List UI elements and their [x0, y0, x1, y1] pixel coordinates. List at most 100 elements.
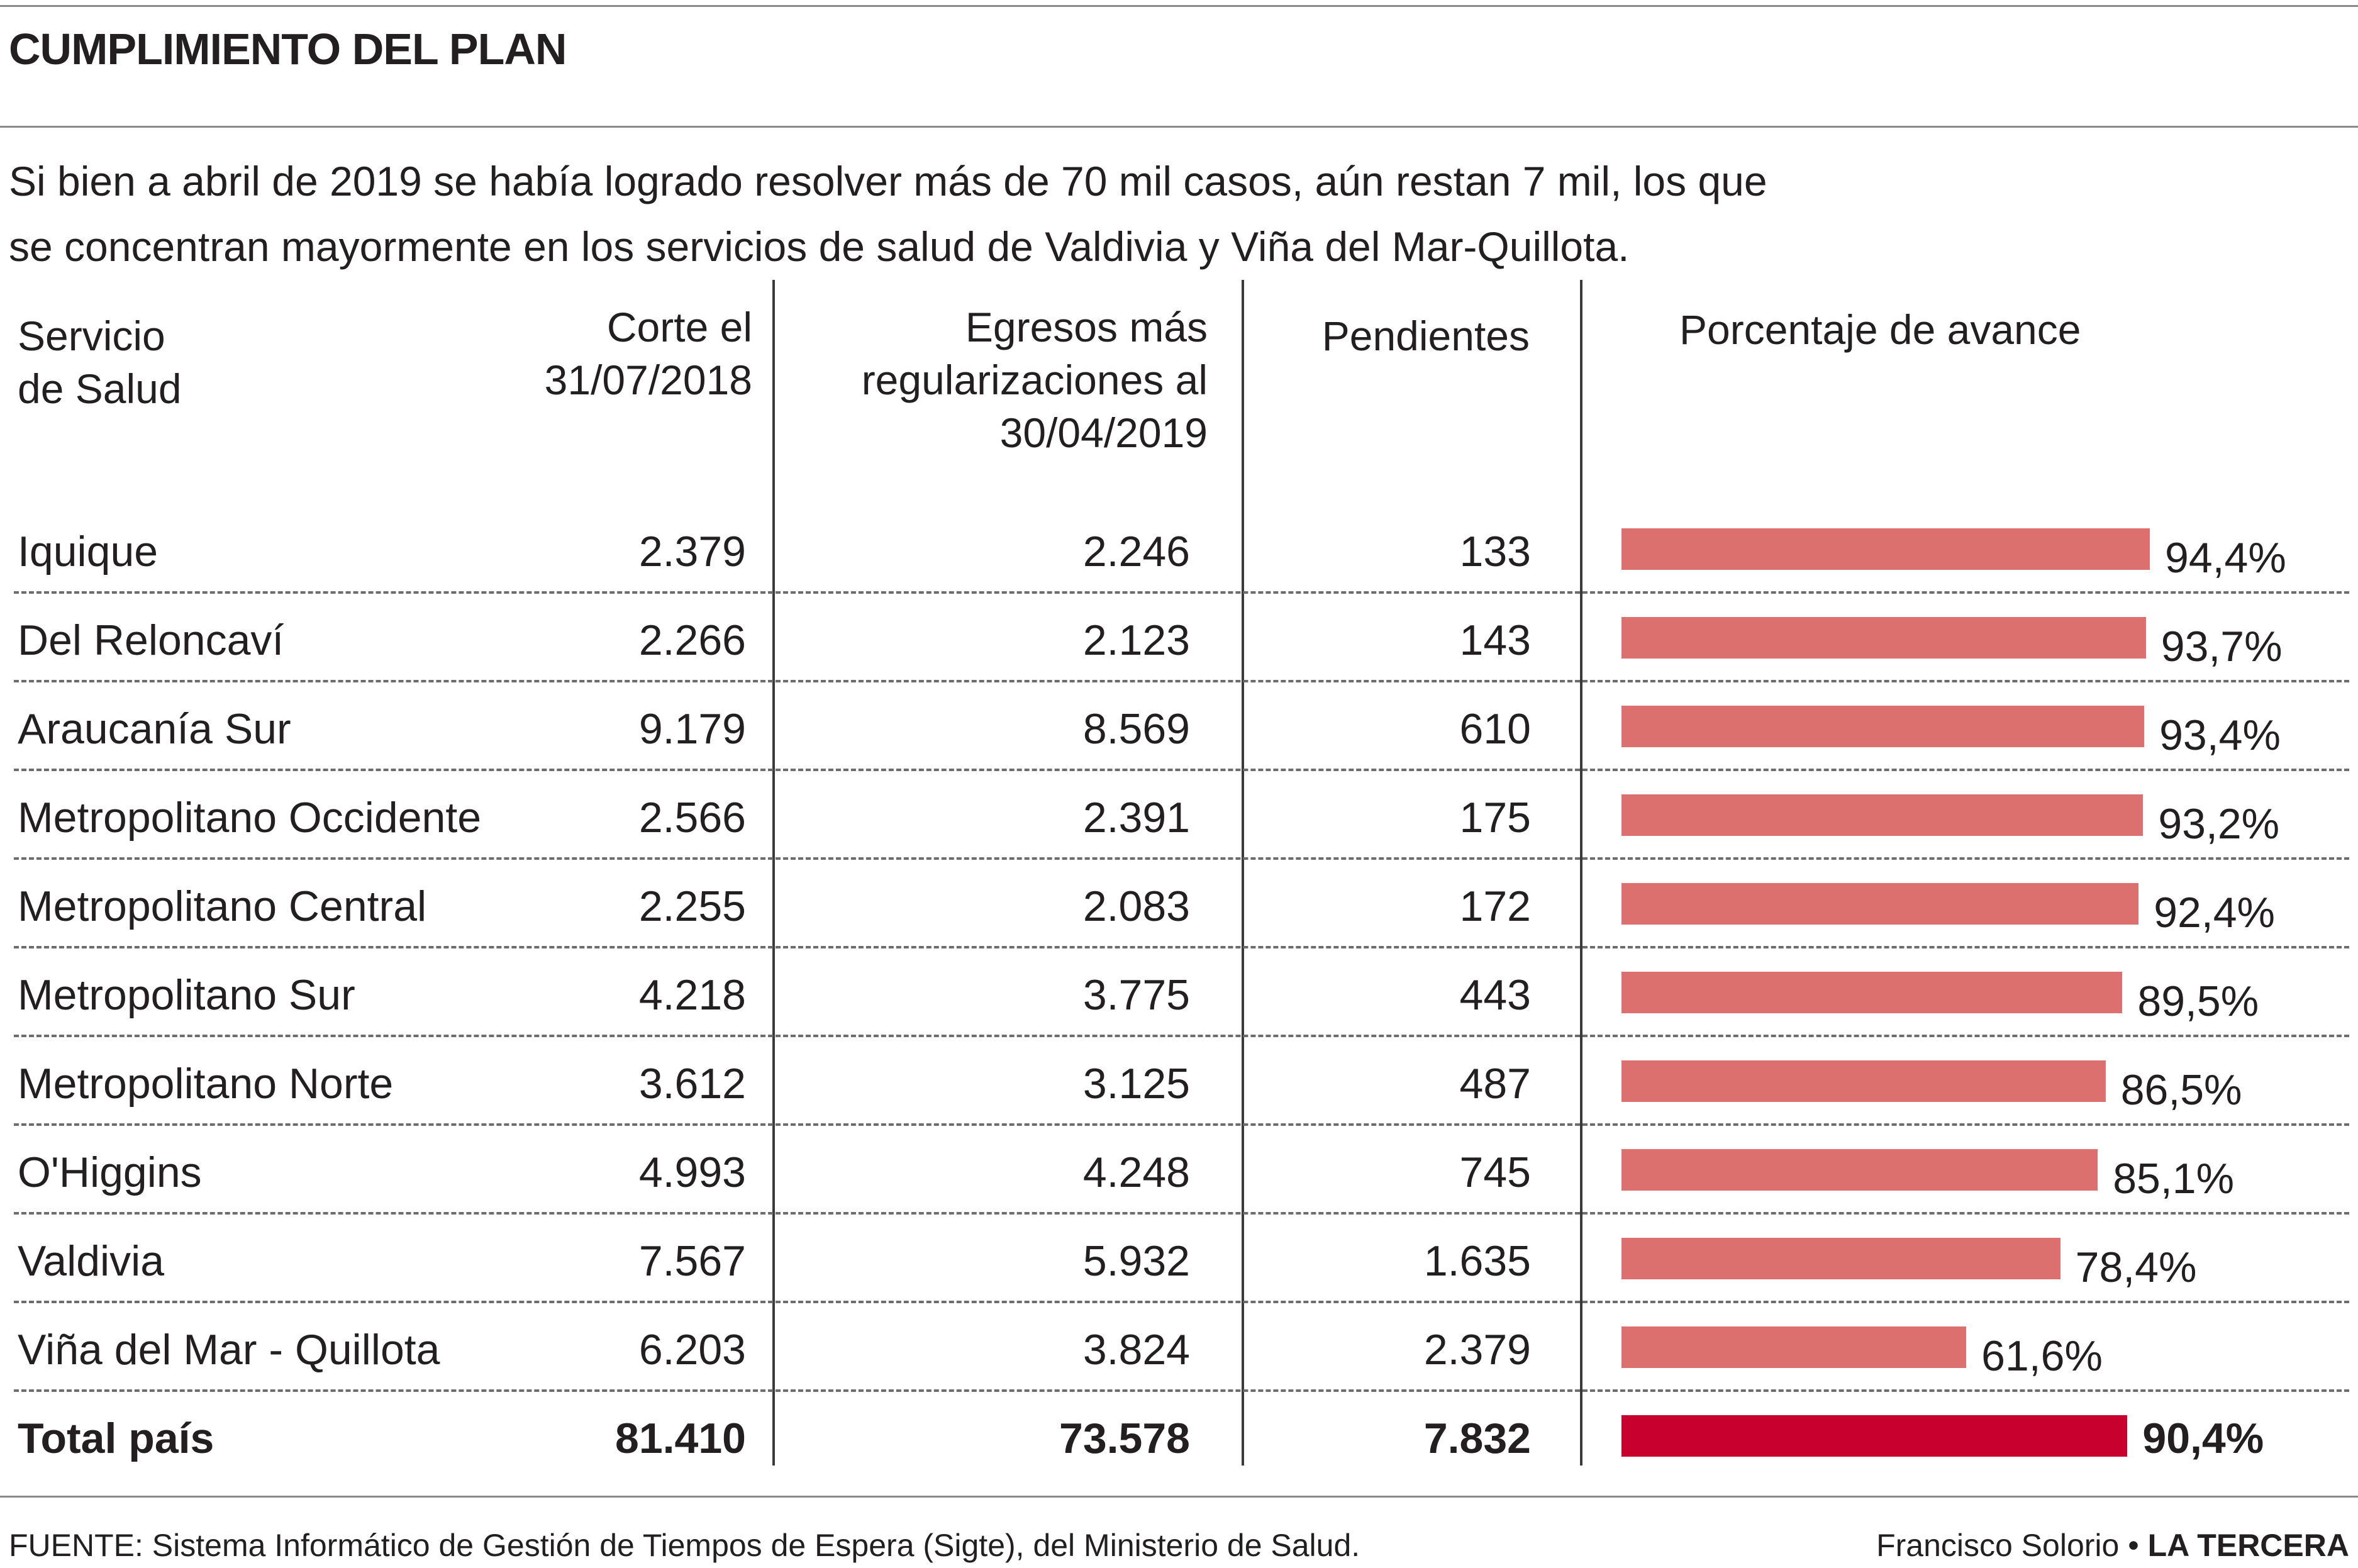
progress-bar — [1621, 528, 2150, 570]
row-separator — [14, 1035, 2349, 1037]
pendientes-value: 175 — [1459, 794, 1531, 842]
percent-label: 61,6% — [1981, 1332, 2103, 1380]
progress-bar — [1621, 883, 2139, 925]
footer-rule — [0, 1496, 2358, 1498]
progress-bar — [1621, 1060, 2106, 1102]
pendientes-value: 2.379 — [1423, 1326, 1531, 1374]
header-porcentaje: Porcentaje de avance — [1679, 303, 2081, 356]
pendientes-value: 172 — [1459, 882, 1531, 930]
column-divider-1 — [772, 280, 775, 1465]
header-egresos: Egresos más regularizaciones al 30/04/20… — [786, 301, 1208, 459]
top-rule — [0, 5, 2358, 7]
percent-label: 93,7% — [2161, 623, 2283, 670]
header-egresos-line: Egresos más — [965, 304, 1208, 350]
corte-value: 2.379 — [638, 528, 746, 575]
progress-bar — [1621, 972, 2123, 1013]
egresos-value: 2.083 — [1082, 882, 1190, 930]
egresos-value: 8.569 — [1082, 705, 1190, 753]
corte-value: 2.566 — [638, 794, 746, 842]
service-name: Del Reloncaví — [18, 616, 284, 664]
header-egresos-line: regularizaciones al — [861, 357, 1208, 403]
progress-bar — [1621, 1149, 2098, 1191]
egresos-value: 3.824 — [1082, 1326, 1190, 1374]
credit-author: Francisco Solorio — [1876, 1528, 2120, 1563]
credit-publication: LA TERCERA — [2147, 1528, 2349, 1563]
header-corte-line: Corte el — [606, 304, 752, 350]
service-name: Viña del Mar - Quillota — [18, 1326, 440, 1374]
progress-bar — [1621, 617, 2146, 659]
egresos-value: 5.932 — [1082, 1237, 1190, 1285]
percent-label: 93,2% — [2158, 800, 2280, 848]
header-pendientes: Pendientes — [1252, 309, 1530, 362]
corte-value: 4.993 — [638, 1148, 746, 1196]
egresos-value: 4.248 — [1082, 1148, 1190, 1196]
column-divider-3 — [1580, 280, 1582, 1465]
credit-separator: • — [2119, 1528, 2148, 1563]
progress-bar — [1621, 794, 2144, 836]
corte-value: 3.612 — [638, 1060, 746, 1108]
percent-label: 93,4% — [2159, 711, 2281, 759]
corte-value: 6.203 — [638, 1326, 746, 1374]
percent-label: 92,4% — [2154, 889, 2276, 937]
service-name: Iquique — [18, 528, 158, 575]
service-name: Metropolitano Sur — [18, 971, 355, 1019]
header-corte-line: 31/07/2018 — [544, 357, 752, 403]
service-name: O'Higgins — [18, 1148, 202, 1196]
corte-value: 4.218 — [638, 971, 746, 1019]
service-name: Metropolitano Norte — [18, 1060, 394, 1108]
corte-value: 81.410 — [615, 1415, 746, 1462]
service-name: Araucanía Sur — [18, 705, 291, 753]
service-name: Total país — [18, 1415, 214, 1462]
header-pendientes-line: Pendientes — [1321, 313, 1530, 359]
row-separator — [14, 1301, 2349, 1303]
row-separator — [14, 680, 2349, 682]
header-service-line: de Salud — [18, 365, 182, 412]
row-separator — [14, 1389, 2349, 1392]
pendientes-value: 443 — [1459, 971, 1531, 1019]
pendientes-value: 745 — [1459, 1148, 1531, 1196]
percent-label: 94,4% — [2165, 534, 2286, 582]
egresos-value: 73.578 — [1059, 1415, 1190, 1462]
chart-title: CUMPLIMIENTO DEL PLAN — [9, 25, 567, 74]
pendientes-value: 7.832 — [1423, 1415, 1531, 1462]
corte-value: 2.255 — [638, 882, 746, 930]
credit-line: Francisco Solorio • LA TERCERA — [1876, 1527, 2349, 1564]
row-separator — [14, 591, 2349, 594]
service-name: Metropolitano Central — [18, 882, 427, 930]
percent-label: 78,4% — [2075, 1243, 2197, 1291]
percent-label: 90,4% — [2142, 1415, 2264, 1462]
row-separator — [14, 1123, 2349, 1126]
progress-bar — [1621, 1238, 2060, 1279]
egresos-value: 2.246 — [1082, 528, 1190, 575]
header-service: Servicio de Salud — [18, 309, 182, 415]
percent-label: 89,5% — [2137, 977, 2259, 1025]
percent-label: 85,1% — [2113, 1155, 2235, 1203]
source-note: FUENTE: Sistema Informático de Gestión d… — [9, 1528, 1360, 1563]
corte-value: 7.567 — [638, 1237, 746, 1285]
pendientes-value: 487 — [1459, 1060, 1531, 1108]
header-egresos-line: 30/04/2019 — [999, 409, 1208, 456]
row-separator — [14, 857, 2349, 860]
service-name: Valdivia — [18, 1237, 165, 1285]
subtitle-line-1: Si bien a abril de 2019 se había logrado… — [9, 158, 1767, 204]
progress-bar — [1621, 1326, 1967, 1368]
header-service-line: Servicio — [18, 313, 165, 359]
pendientes-value: 133 — [1459, 528, 1531, 575]
egresos-value: 2.391 — [1082, 794, 1190, 842]
egresos-value: 3.125 — [1082, 1060, 1190, 1108]
egresos-value: 3.775 — [1082, 971, 1190, 1019]
column-divider-2 — [1242, 280, 1244, 1465]
egresos-value: 2.123 — [1082, 616, 1190, 664]
service-name: Metropolitano Occidente — [18, 794, 482, 842]
header-corte: Corte el 31/07/2018 — [440, 301, 752, 406]
total-bar — [1621, 1415, 2128, 1457]
row-separator — [14, 769, 2349, 771]
corte-value: 2.266 — [638, 616, 746, 664]
corte-value: 9.179 — [638, 705, 746, 753]
percent-label: 86,5% — [2120, 1066, 2242, 1114]
header-porcentaje-line: Porcentaje de avance — [1679, 306, 2081, 353]
title-rule — [0, 126, 2358, 128]
progress-bar — [1621, 706, 2145, 747]
pendientes-value: 143 — [1459, 616, 1531, 664]
